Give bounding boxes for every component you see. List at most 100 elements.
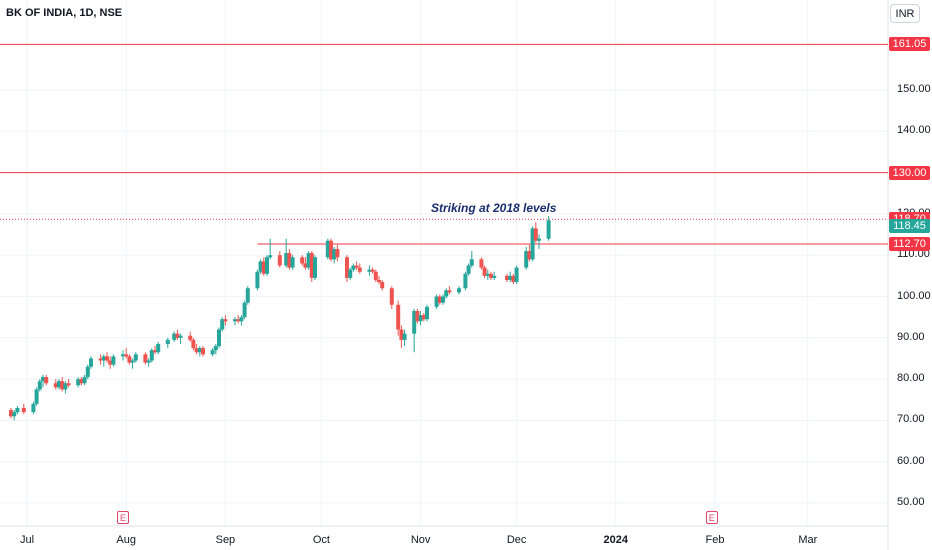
- candle-body: [306, 253, 311, 268]
- y-tick-label: 90.00: [897, 330, 925, 343]
- candle-body: [434, 296, 439, 307]
- candle-body: [197, 348, 202, 353]
- candle-body: [524, 251, 529, 268]
- candle-body: [290, 257, 295, 268]
- candle-body: [133, 354, 138, 361]
- y-tick-label: 70.00: [897, 413, 925, 426]
- candle-body: [239, 317, 244, 322]
- candle-body: [309, 253, 314, 278]
- candle-body: [396, 304, 401, 330]
- candle-body: [201, 348, 205, 355]
- x-tick-label: Jul: [19, 534, 35, 546]
- candle-body: [370, 269, 375, 272]
- candle-body: [44, 377, 49, 384]
- candle-body: [258, 261, 263, 272]
- candle-body: [437, 296, 442, 303]
- candle-body: [41, 377, 45, 382]
- candle-body: [233, 319, 237, 322]
- candle-body: [485, 273, 490, 276]
- candle-body: [121, 354, 125, 357]
- candle-body: [194, 348, 199, 353]
- level-price-tag: 130.00: [889, 165, 930, 180]
- candle-body: [220, 319, 225, 330]
- candle-body: [335, 249, 340, 258]
- candle-body: [53, 383, 58, 388]
- x-tick-label: Aug: [116, 534, 136, 546]
- candle-body: [146, 360, 151, 363]
- candle-body: [421, 315, 426, 320]
- level-price-tag: 161.05: [889, 37, 930, 52]
- candle-body: [175, 333, 180, 338]
- y-tick-label: 100.00: [897, 289, 931, 302]
- candle-body: [210, 350, 215, 355]
- candles: [9, 215, 551, 421]
- candle-body: [255, 271, 260, 289]
- x-tick-label: Dec: [506, 534, 527, 546]
- candle-body: [354, 265, 359, 268]
- candle-body: [12, 412, 17, 417]
- candle-body: [415, 310, 420, 322]
- candle-body: [108, 360, 113, 365]
- candle-body: [530, 228, 535, 260]
- candle-body: [412, 310, 417, 334]
- candle-body: [111, 356, 116, 365]
- candle-body: [377, 279, 381, 283]
- candle-body: [165, 339, 170, 344]
- y-tick-label: 50.00: [897, 496, 925, 508]
- candle-body: [399, 329, 404, 340]
- candle-body: [124, 354, 129, 357]
- candle-body: [351, 265, 356, 270]
- candle-body: [60, 381, 65, 390]
- candle-body: [469, 259, 474, 266]
- x-tick-label: Mar: [798, 534, 818, 546]
- candle-body: [277, 255, 282, 266]
- candle-body: [546, 220, 551, 239]
- candle-body: [37, 381, 42, 390]
- candle-body: [15, 408, 20, 413]
- candle-body: [265, 257, 269, 274]
- grid: [0, 0, 889, 550]
- candle-body: [57, 381, 61, 388]
- y-tick-label: 110.00: [897, 248, 930, 261]
- x-tick-label: Nov: [410, 534, 431, 546]
- candle-body: [268, 255, 273, 258]
- candle-body: [236, 319, 241, 322]
- candle-body: [213, 346, 218, 351]
- candle-body: [191, 339, 196, 349]
- candle-body: [300, 257, 305, 264]
- x-tick-label: 2024: [603, 534, 629, 546]
- candle-body: [303, 263, 308, 268]
- annotation-text: Striking at 2018 levels: [431, 201, 557, 215]
- candle-body: [463, 273, 468, 289]
- y-tick-label: 150.00: [897, 83, 931, 95]
- candle-body: [178, 335, 183, 338]
- x-tick-label: Oct: [312, 534, 330, 546]
- last-price-tag: 118.45: [889, 219, 930, 234]
- currency-button[interactable]: INR: [890, 4, 920, 23]
- candle-body: [9, 410, 13, 417]
- x-tick-label: Sep: [215, 534, 236, 546]
- candle-body: [489, 273, 493, 278]
- candle-body: [466, 265, 471, 274]
- candle-body: [329, 240, 333, 260]
- candle-body: [325, 240, 330, 258]
- candle-body: [373, 271, 378, 280]
- candle-body: [418, 315, 423, 322]
- level-lines: [0, 43, 888, 245]
- candle-body: [21, 408, 26, 413]
- candle-body: [153, 350, 157, 353]
- candle-body: [479, 259, 484, 268]
- candle-body: [85, 366, 90, 378]
- y-tick-label: 60.00: [897, 454, 925, 467]
- candle-body: [245, 288, 250, 303]
- candle-body: [143, 354, 148, 363]
- candle-body: [441, 296, 445, 303]
- candle-body: [284, 253, 289, 266]
- candle-body: [357, 267, 362, 272]
- candle-body: [482, 267, 487, 276]
- candle-body: [367, 269, 372, 272]
- candle-body: [101, 356, 106, 361]
- candle-body: [34, 389, 39, 404]
- symbol-title: BK OF INDIA, 1D, NSE: [6, 7, 123, 19]
